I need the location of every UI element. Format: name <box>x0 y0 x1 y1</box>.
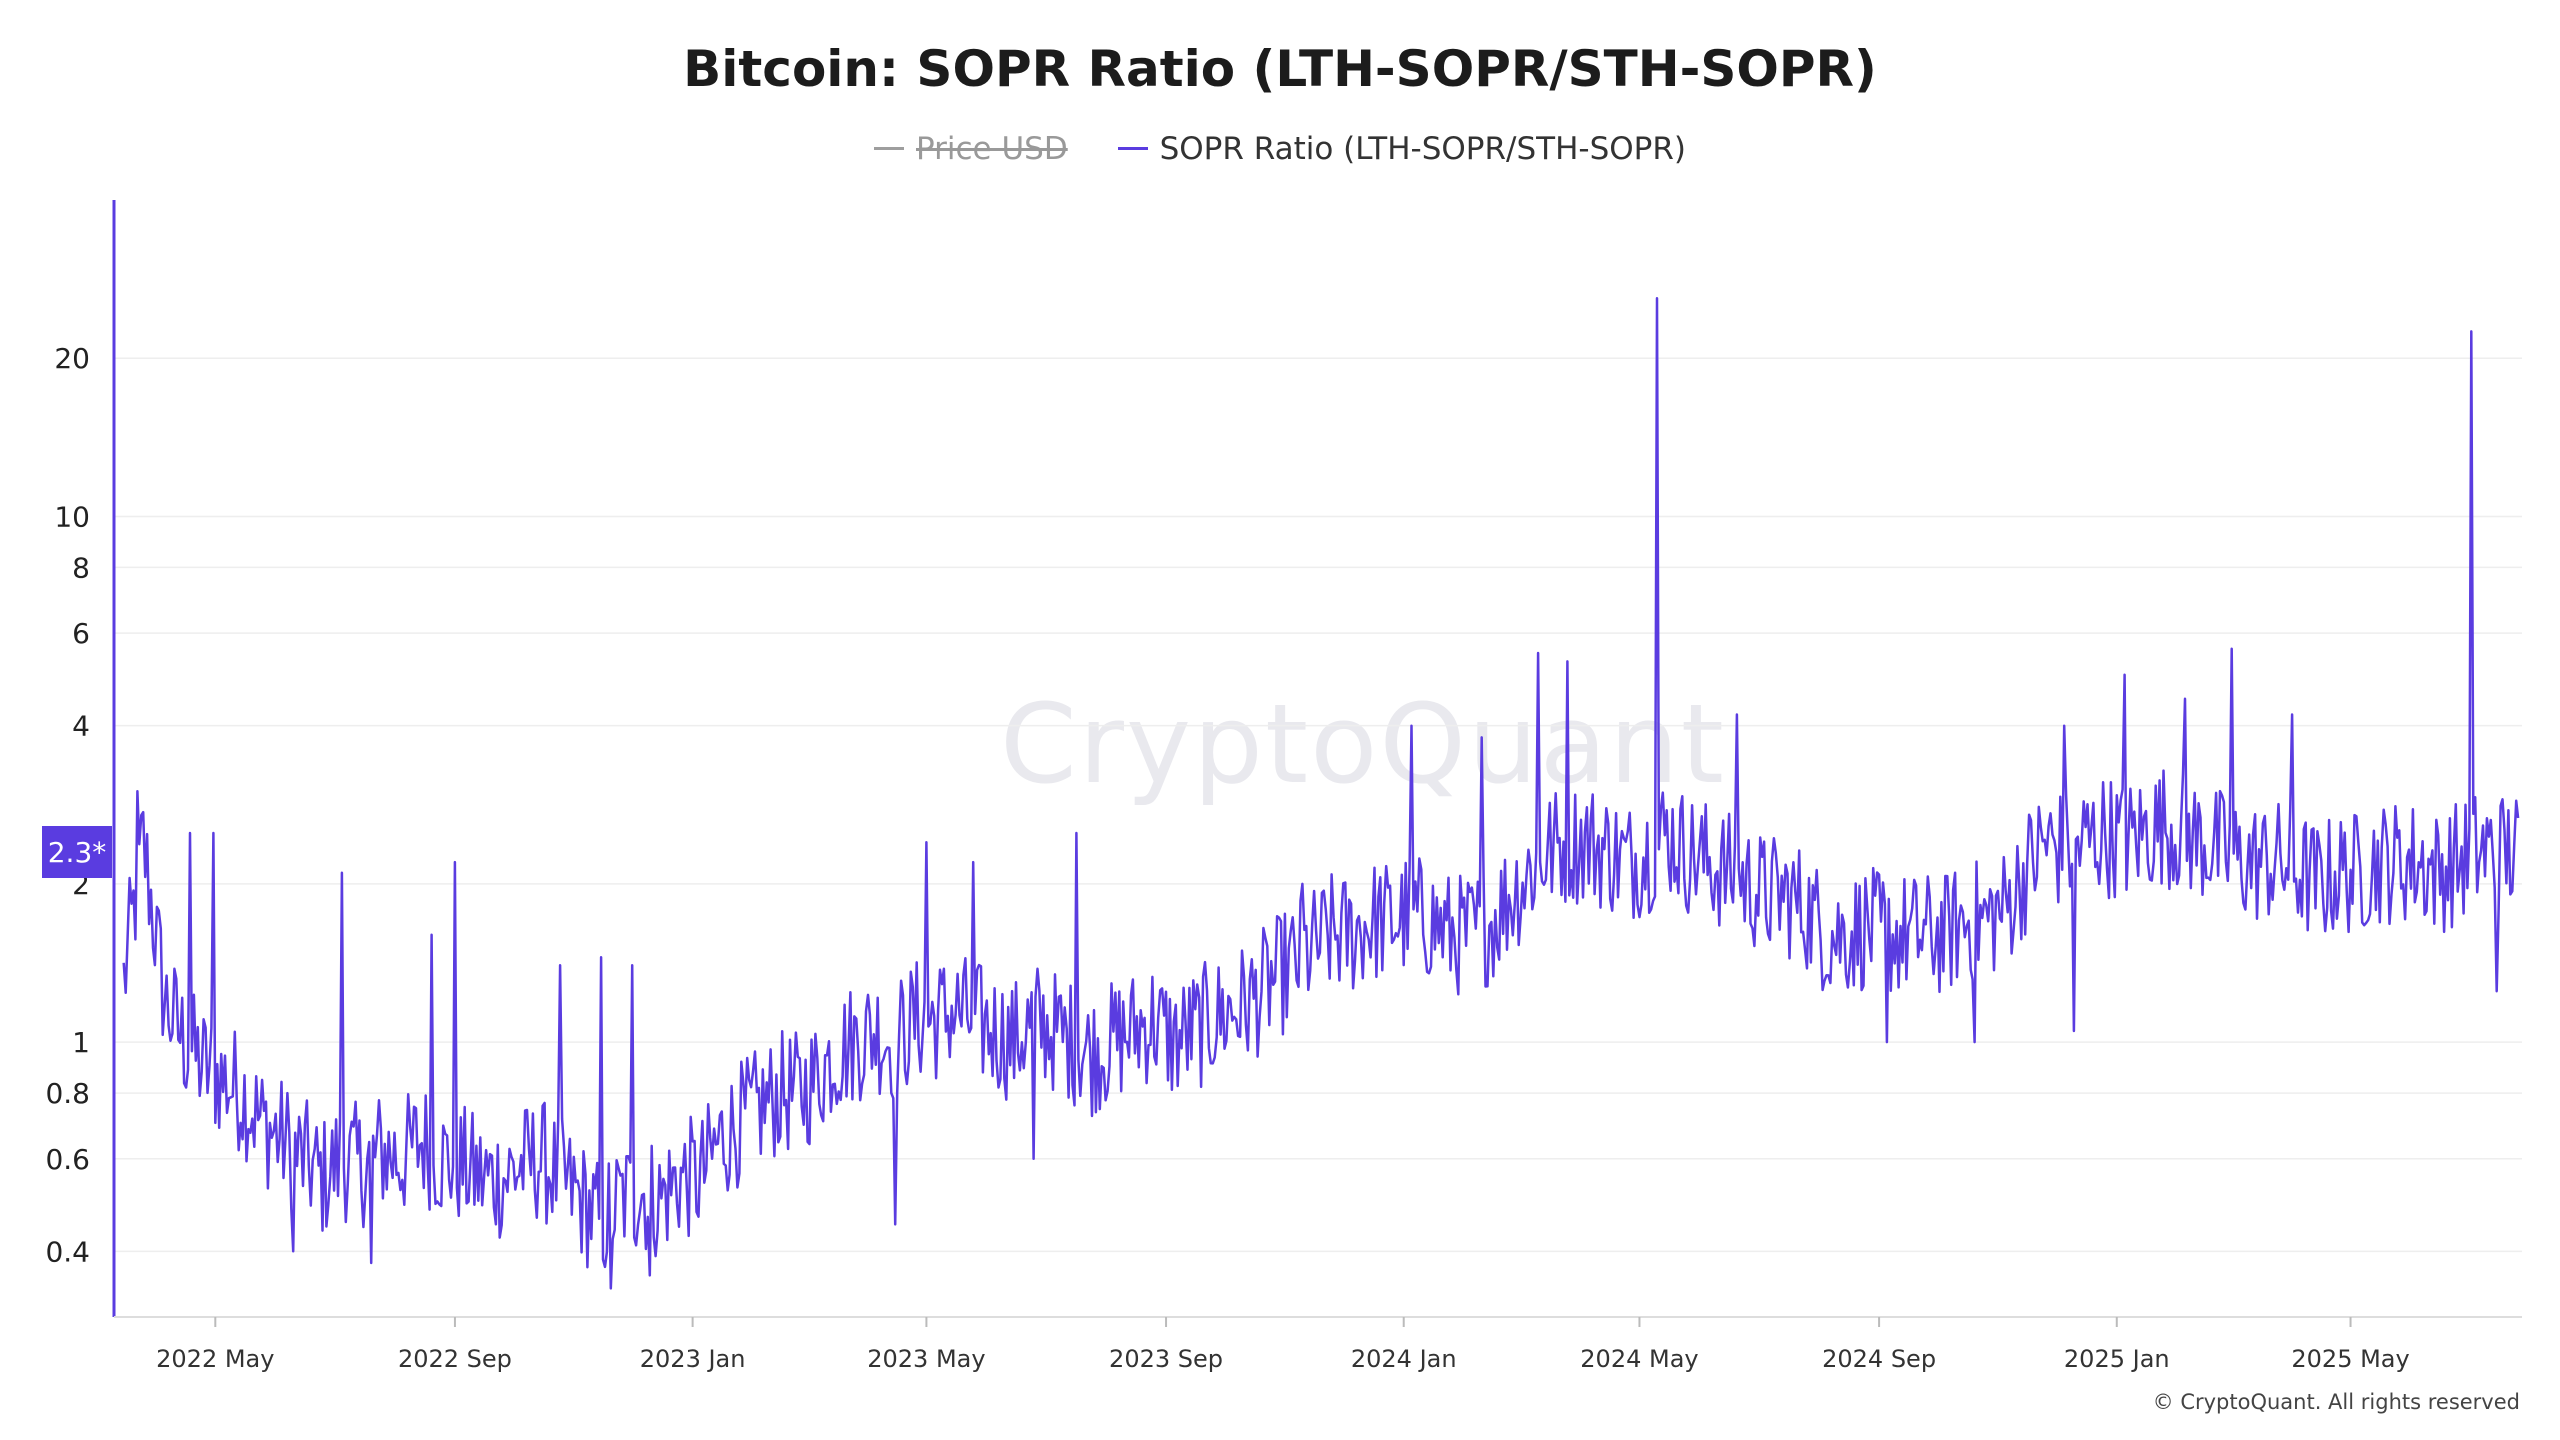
y-tick-label: 0.4 <box>45 1235 90 1268</box>
x-tick-label: 2023 Sep <box>1109 1345 1223 1373</box>
x-tick-label: 2024 Jan <box>1351 1345 1457 1373</box>
legend-swatch-price-usd <box>874 147 904 150</box>
y-tick-label: 8 <box>72 551 90 584</box>
x-axis-ticks: 2022 May 2022 Sep 2023 Jan 2023 May 2023 Sep… <box>156 1317 2410 1373</box>
y-tick-label: 1 <box>72 1026 90 1059</box>
legend-item-sopr-ratio[interactable]: SOPR Ratio (LTH-SOPR/STH-SOPR) <box>1117 130 1686 167</box>
y-tick-label: 0.6 <box>45 1143 90 1176</box>
current-value-label: 2.3* <box>48 836 107 869</box>
chart-title: Bitcoin: SOPR Ratio (LTH-SOPR/STH-SOPR) <box>683 40 1877 98</box>
watermark: CryptoQuant <box>1000 680 1726 808</box>
y-tick-label: 10 <box>54 500 90 533</box>
x-tick-label: 2023 Jan <box>640 1345 746 1373</box>
x-tick-label: 2025 May <box>2291 1345 2409 1373</box>
legend-swatch-sopr-ratio <box>1117 147 1148 150</box>
current-value-badge-box <box>42 826 112 878</box>
y-tick-label: 20 <box>54 342 90 375</box>
y-tick-label: 6 <box>72 617 90 650</box>
y-tick-label: 4 <box>72 710 90 743</box>
x-tick-label: 2022 May <box>156 1345 274 1373</box>
y-tick-label: 0.8 <box>45 1077 90 1110</box>
current-value-badge: 2.3* <box>42 826 112 878</box>
legend: Price USD SOPR Ratio (LTH-SOPR/STH-SOPR) <box>0 122 2560 167</box>
legend-item-price-usd[interactable]: Price USD <box>874 131 1068 167</box>
x-tick-label: 2024 May <box>1580 1345 1698 1373</box>
series-line-sopr-ratio <box>122 297 2520 1290</box>
x-tick-label: 2022 Sep <box>398 1345 512 1373</box>
x-tick-label: 2023 May <box>867 1345 985 1373</box>
legend-label-sopr-ratio: SOPR Ratio (LTH-SOPR/STH-SOPR) <box>1159 130 1686 167</box>
legend-label-price-usd: Price USD <box>916 130 1068 167</box>
copyright-text: © CryptoQuant. All rights reserved <box>2152 1390 2520 1414</box>
gridlines <box>114 357 2522 1253</box>
x-tick-label: 2025 Jan <box>2064 1345 2170 1373</box>
x-tick-label: 2024 Sep <box>1822 1345 1936 1373</box>
